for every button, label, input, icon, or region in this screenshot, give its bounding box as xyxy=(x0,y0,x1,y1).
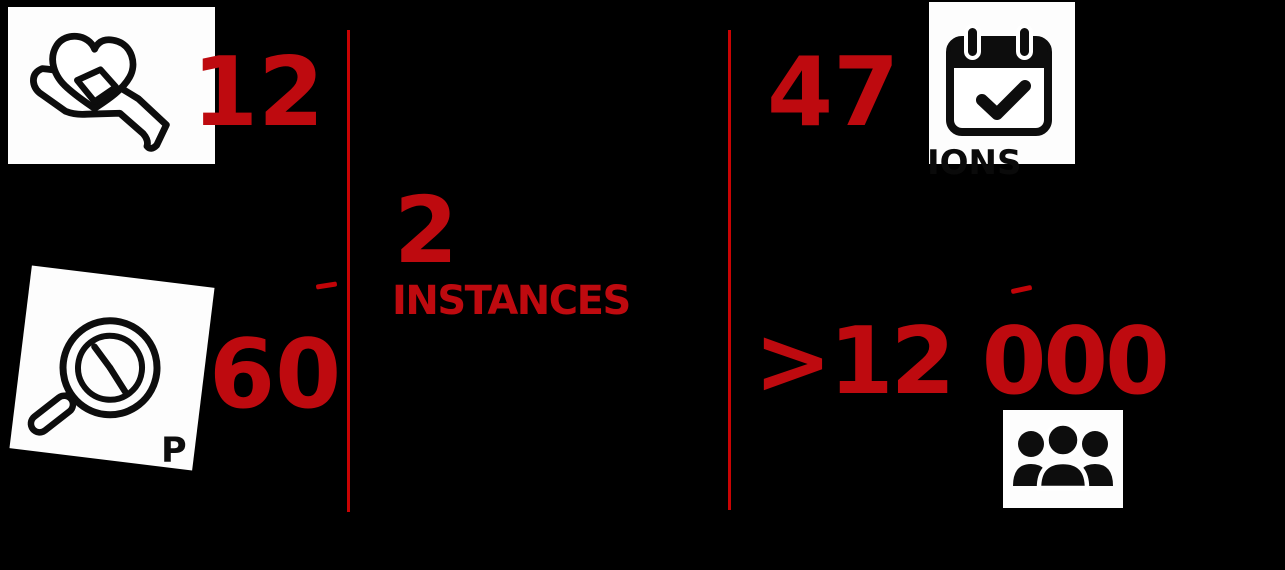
divider-line-right xyxy=(728,30,731,510)
stat-right-top-value: 47 xyxy=(767,38,900,148)
divider-line-left xyxy=(347,30,350,512)
stat-right-bottom-value: >12 000 xyxy=(754,307,1170,415)
red-dash-left xyxy=(315,281,338,290)
stat-left-bottom-value: 60 xyxy=(209,320,342,430)
magnifier-clock-icon xyxy=(27,317,161,436)
heart-tile xyxy=(8,7,215,164)
stat-left-bottom-label-fragment: P xyxy=(161,431,187,471)
people-tile xyxy=(1003,410,1123,508)
stat-left-top-value: 12 xyxy=(192,38,325,148)
stat-right-top-label-fragment: IONS xyxy=(927,143,1022,183)
red-dash-right xyxy=(1010,284,1033,295)
stat-middle-label: INSTANCES xyxy=(392,278,631,324)
people-group-icon xyxy=(1013,421,1113,491)
magnifier-tile xyxy=(9,265,215,471)
heart-in-hand-icon xyxy=(30,32,170,152)
stat-middle-value: 2 xyxy=(394,177,459,284)
calendar-tile xyxy=(929,2,1075,164)
calendar-check-icon xyxy=(946,24,1052,136)
